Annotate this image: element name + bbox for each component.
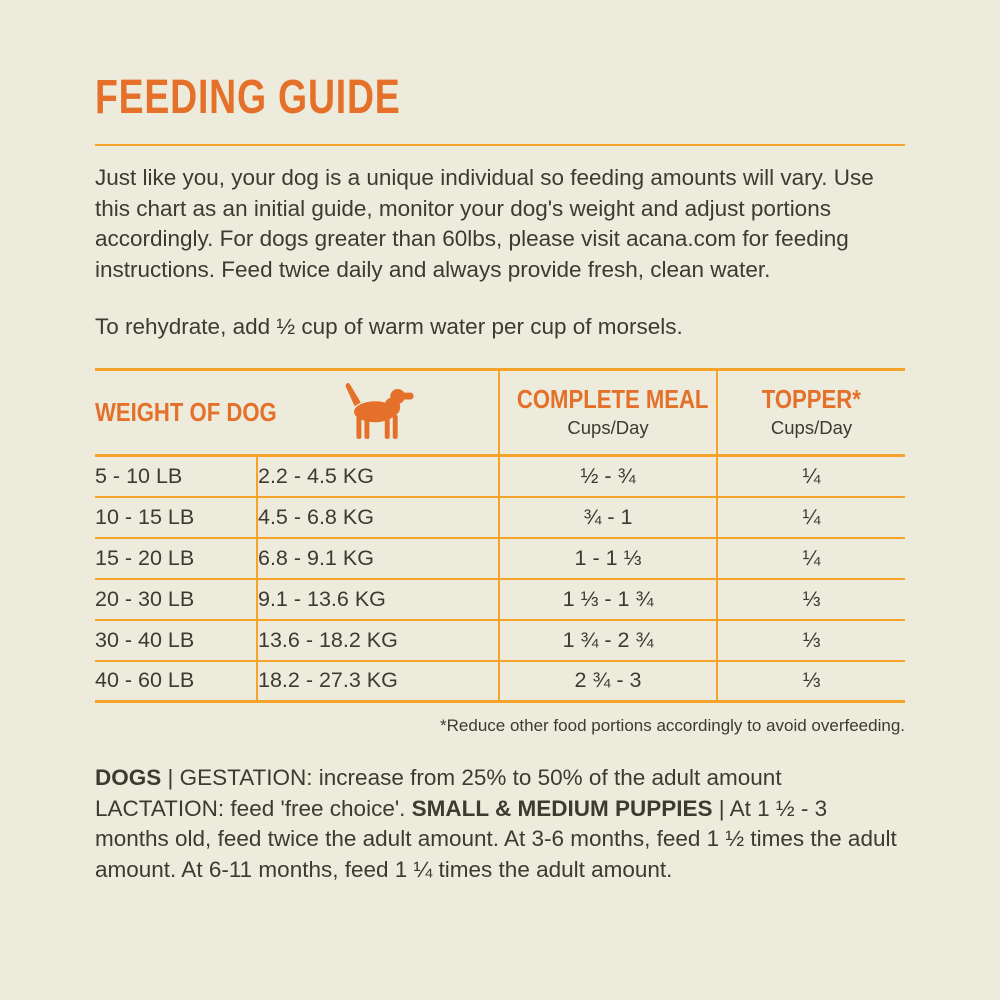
complete-meal-unit: Cups/Day [567, 416, 649, 438]
separator: | [712, 795, 730, 821]
table-row: 5 - 10 LB 2.2 - 4.5 KG ½ - ¾ ¼ [95, 455, 906, 498]
topper-cell: ¼ [717, 537, 906, 580]
table-row: 10 - 15 LB 4.5 - 6.8 KG ¾ - 1 ¼ [95, 496, 906, 539]
table-row: 20 - 30 LB 9.1 - 13.6 KG 1 ⅓ - 1 ¾ ⅓ [95, 578, 906, 621]
weight-kg-cell: 13.6 - 18.2 KG [257, 619, 501, 662]
feeding-notes: DOGS | GESTATION: increase from 25% to 5… [95, 763, 905, 885]
table-footnote: *Reduce other food portions accordingly … [440, 716, 905, 735]
rehydrate-note: To rehydrate, add ½ cup of warm water pe… [95, 314, 683, 339]
topper-cell: ⅓ [802, 668, 821, 693]
weight-lb-cell: 10 - 15 LB [95, 496, 258, 539]
weight-of-dog-label: WEIGHT OF DOG [95, 396, 277, 427]
weight-lb-cell: 40 - 60 LB [95, 660, 258, 702]
complete-meal-cell: 1 ¾ - 2 ¾ [499, 619, 719, 662]
table-header-row: WEIGHT OF DOG [95, 369, 906, 457]
complete-meal-label: COMPLETE MEAL [516, 384, 709, 415]
weight-kg-cell: 2.2 - 4.5 KG [257, 455, 501, 498]
puppies-text: At 1 ½ - 3 months old, feed twice the ad… [95, 795, 897, 882]
weight-kg-cell: 18.2 - 27.3 KG [257, 660, 501, 702]
table-row: 40 - 60 LB 18.2 - 27.3 KG 2 ¾ - 3 ⅓ [95, 660, 905, 702]
page-title: FEEDING GUIDE [95, 71, 401, 124]
weight-kg-cell: 9.1 - 13.6 KG [257, 578, 501, 621]
gestation-lactation-text: GESTATION: increase from 25% to 50% of t… [95, 765, 782, 821]
complete-meal-cell: ¾ - 1 [499, 496, 719, 539]
weight-of-dog-header-cell: WEIGHT OF DOG [95, 369, 501, 457]
table-row: 30 - 40 LB 13.6 - 18.2 KG 1 ¾ - 2 ¾ ⅓ [95, 619, 906, 662]
topper-unit: Cups/Day [770, 416, 853, 438]
weight-lb-cell: 20 - 30 LB [95, 578, 258, 621]
weight-lb-cell: 5 - 10 LB [95, 455, 258, 498]
dogs-label: DOGS [95, 765, 162, 790]
complete-meal-cell: 1 - 1 ⅓ [499, 537, 719, 580]
topper-cell: ⅓ [717, 619, 906, 662]
weight-kg-cell: 4.5 - 6.8 KG [257, 496, 501, 539]
complete-meal-cell: 1 ⅓ - 1 ¾ [499, 578, 719, 621]
separator: | [161, 765, 180, 790]
feeding-table: WEIGHT OF DOG [95, 368, 906, 703]
topper-header-cell: TOPPER* Cups/Day [717, 369, 906, 457]
weight-kg-cell: 6.8 - 9.1 KG [257, 537, 501, 580]
feeding-guide-panel: FEEDING GUIDE Just like you, your dog is… [95, 71, 906, 885]
complete-meal-cell: 2 ¾ - 3 [499, 660, 719, 702]
topper-label: TOPPER* [761, 384, 862, 415]
topper-cell: ⅓ [717, 578, 906, 621]
topper-cell: ¼ [717, 496, 906, 539]
dog-silhouette-icon [338, 380, 418, 442]
intro-paragraph: Just like you, your dog is a unique indi… [95, 165, 874, 282]
title-divider [95, 144, 905, 146]
complete-meal-cell: ½ - ¾ [499, 455, 719, 498]
weight-lb-cell: 30 - 40 LB [95, 619, 258, 662]
weight-lb-cell: 15 - 20 LB [95, 537, 258, 580]
complete-meal-header-cell: COMPLETE MEAL Cups/Day [499, 369, 719, 457]
table-row: 15 - 20 LB 6.8 - 9.1 KG 1 - 1 ⅓ ¼ [95, 537, 906, 580]
puppies-label: SMALL & MEDIUM PUPPIES [411, 795, 713, 821]
topper-cell: ¼ [717, 455, 906, 498]
